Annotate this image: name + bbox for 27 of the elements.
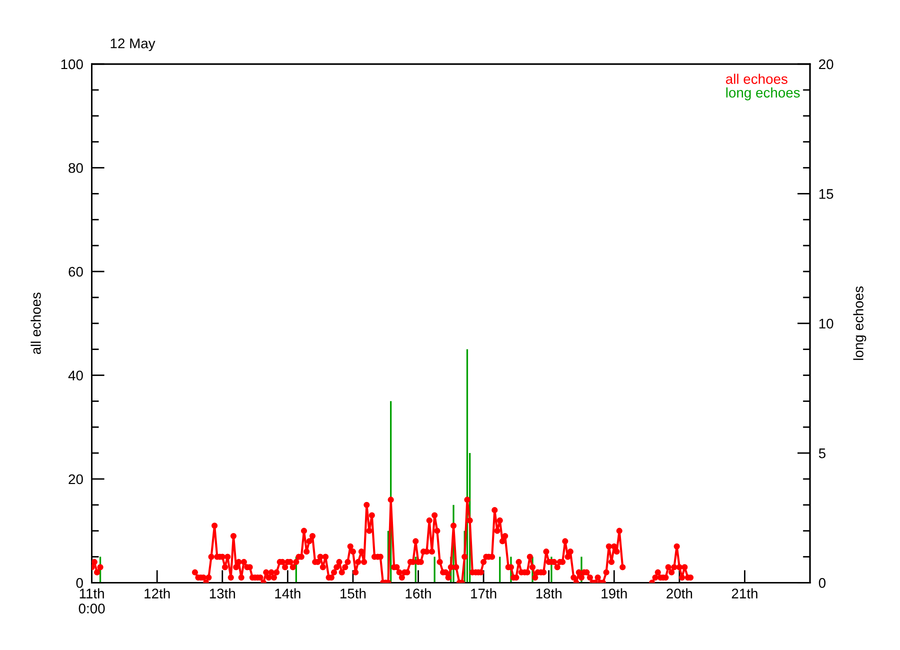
x-tick-label: 19th — [602, 588, 627, 598]
x-tick-label: 12th — [144, 588, 170, 598]
y2-tick-label: 15 — [819, 189, 834, 199]
chart-title: 12 May — [110, 38, 156, 52]
y2-tick-label: 20 — [819, 59, 834, 70]
y2-axis-title: long echoes — [853, 286, 866, 360]
x-tick-label: 15th — [340, 588, 366, 598]
x-tick-label: 21th — [732, 588, 758, 598]
y-tick-label: 60 — [68, 266, 83, 277]
y2-tick-label: 10 — [819, 318, 834, 329]
x-tick-label: 11th 0:00 — [78, 588, 105, 614]
y2-tick-label: 5 — [818, 448, 826, 458]
y2-tick-label: 0 — [818, 578, 826, 588]
text: all echoes — [726, 74, 788, 84]
y-tick-label: 80 — [68, 163, 83, 173]
x-tick-label: 17th — [471, 588, 496, 598]
y-tick-label: 40 — [68, 370, 83, 380]
text: long echoes — [726, 87, 800, 100]
y-tick-label: 20 — [68, 474, 83, 484]
y-tick-label: 0 — [76, 578, 83, 588]
x-tick-label: 18th — [536, 588, 562, 598]
y-axis-title: all echoes — [30, 292, 41, 354]
x-tick-label: 20th — [666, 588, 692, 598]
x-tick-label: 14th — [275, 588, 300, 598]
y-tick-label: 100 — [61, 59, 83, 70]
x-tick-label: 13th — [210, 588, 235, 598]
x-tick-label: 16th — [406, 588, 431, 598]
